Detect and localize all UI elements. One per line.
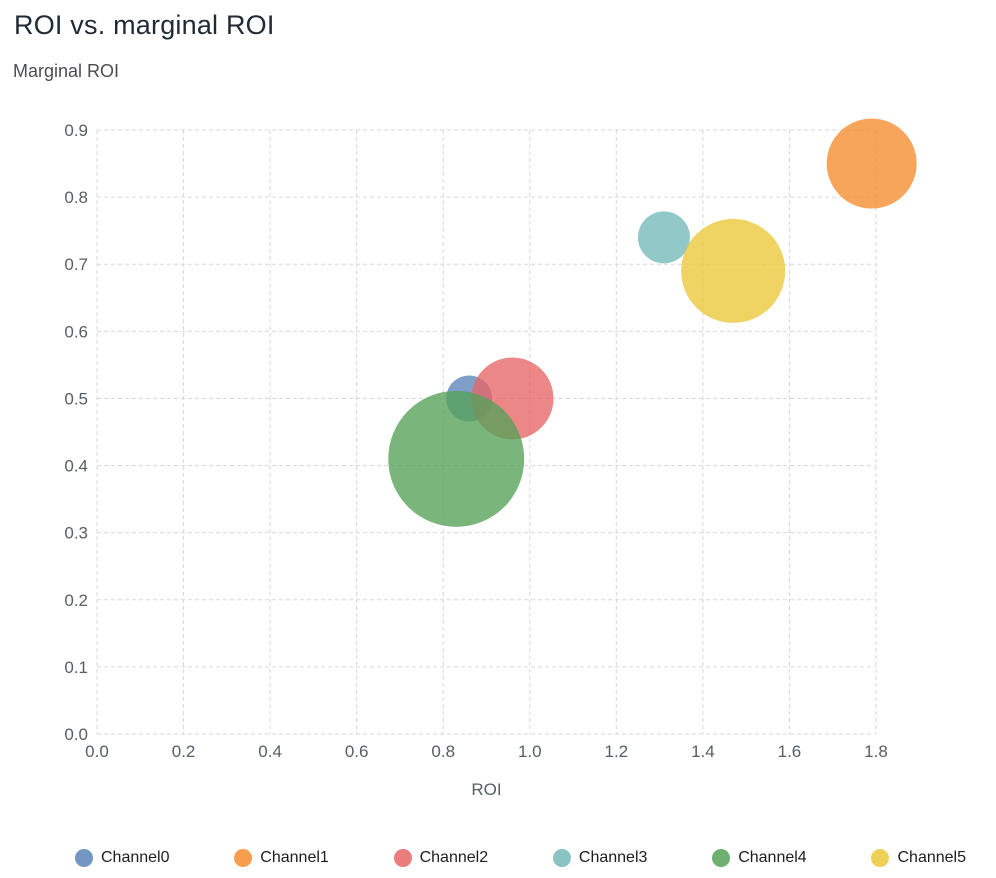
legend-dot: [712, 849, 731, 867]
y-axis-title: Marginal ROI: [13, 61, 120, 81]
x-tick-label: 0.0: [85, 742, 109, 761]
x-tick-label: 1.2: [605, 742, 629, 761]
y-tick-label: 0.8: [64, 188, 88, 207]
legend-item-channel1[interactable]: Channel1: [234, 849, 329, 867]
bubble-channel4[interactable]: [388, 390, 525, 527]
bubble-chart: 0.0 0.2 0.4 0.6 0.8 1.0 1.2 1.4 1.6 1.8 0.0 0.1 0.2 0…: [64, 118, 917, 799]
x-tick-label: 0.4: [258, 742, 282, 761]
x-axis-title: ROI: [471, 780, 501, 799]
y-tick-label: 0.6: [64, 322, 88, 341]
x-tick-label: 0.8: [431, 742, 455, 761]
legend-dot: [234, 849, 253, 867]
legend-item-channel4[interactable]: Channel4: [712, 849, 807, 867]
y-tick-label: 0.5: [64, 389, 88, 408]
y-tick-label: 0.0: [64, 725, 88, 744]
legend-label: Channel4: [738, 849, 807, 866]
legend-dot: [871, 849, 890, 867]
legend-item-channel2[interactable]: Channel2: [393, 849, 489, 867]
legend-item-channel0[interactable]: Channel0: [75, 849, 170, 867]
legend-dot: [75, 849, 93, 867]
y-tick-label: 0.1: [64, 658, 88, 677]
y-tick-label: 0.3: [64, 524, 88, 543]
x-tick-label: 1.6: [778, 742, 802, 761]
x-tick-label: 1.8: [864, 742, 888, 761]
legend-label: Channel5: [897, 849, 966, 866]
legend-label: Channel0: [101, 849, 170, 866]
chart-title: ROI vs. marginal ROI: [14, 10, 275, 40]
legend-label: Channel1: [260, 849, 329, 866]
legend-dot: [393, 849, 412, 867]
legend-label: Channel3: [578, 849, 648, 866]
bubble-channel1[interactable]: [826, 118, 917, 209]
x-tick-label: 0.2: [172, 742, 196, 761]
legend-label: Channel2: [419, 849, 489, 866]
x-tick-label: 0.6: [345, 742, 369, 761]
y-tick-label: 0.9: [64, 121, 88, 140]
y-tick-label: 0.7: [64, 255, 88, 274]
y-tick-label: 0.2: [64, 591, 88, 610]
legend-dot: [552, 849, 571, 867]
legend: Channel0 Channel1 Channel2 Channel3 Channel4…: [75, 842, 966, 874]
x-tick-label: 1.0: [518, 742, 542, 761]
bubble-channel3[interactable]: [637, 211, 690, 264]
x-tick-label: 1.4: [691, 742, 715, 761]
legend-item-channel3[interactable]: Channel3: [552, 849, 648, 867]
bubble-channel5[interactable]: [681, 218, 786, 323]
y-tick-label: 0.4: [64, 457, 88, 476]
legend-item-channel5[interactable]: Channel5: [871, 849, 966, 867]
